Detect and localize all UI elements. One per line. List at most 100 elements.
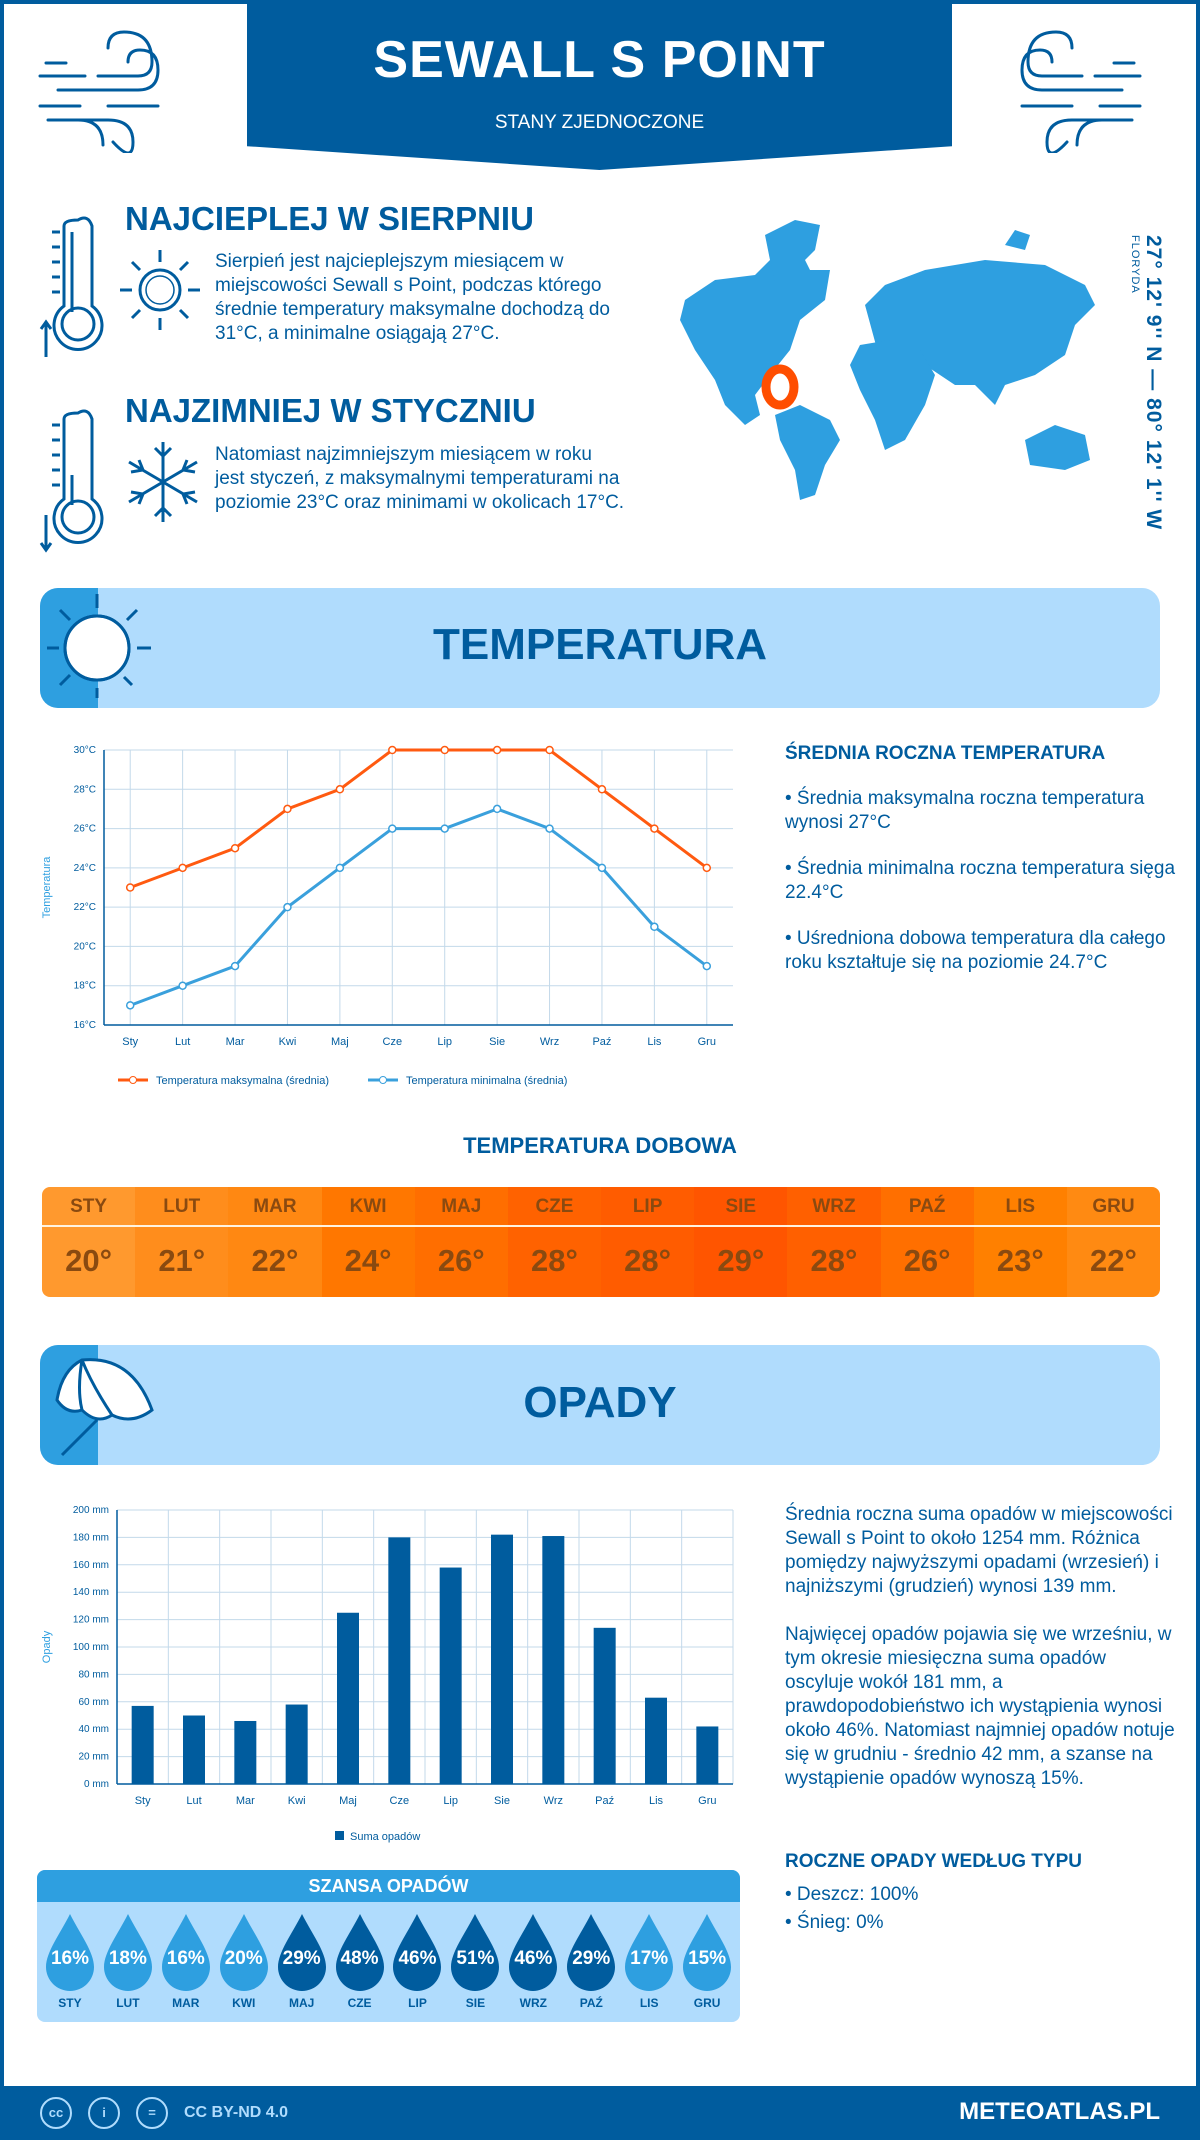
daily-temperature-gru: GRU 22° (1066, 1187, 1160, 1297)
y-tick-label: 20 mm (78, 1752, 109, 1763)
x-tick-label: Kwi (288, 1795, 306, 1807)
chance-value: 16% (166, 1948, 205, 1969)
y-tick-label: 140 mm (73, 1587, 109, 1598)
daily-month: STY (42, 1187, 136, 1227)
temperature-bullet: • Średnia minimalna roczna temperatura s… (785, 858, 1176, 903)
bar-lis (645, 1697, 667, 1784)
raindrop-icon (277, 1914, 326, 1991)
precipitation-chance-paź: 29% PAŹ (562, 1908, 620, 2020)
x-tick-label: Lip (437, 1036, 452, 1048)
y-tick-label: 18°C (74, 981, 96, 992)
chance-value: 18% (108, 1948, 147, 1969)
chance-month: LIP (408, 1996, 427, 2010)
chance-month: MAJ (288, 1996, 315, 2010)
raindrop-icon (161, 1914, 210, 1991)
chance-month: LIS (639, 1996, 659, 2010)
y-tick-label: 0 mm (84, 1779, 109, 1790)
chance-month: WRZ (519, 1996, 547, 2010)
chance-month: LUT (116, 1996, 140, 2010)
daily-month: MAJ (414, 1187, 508, 1227)
data-point (440, 745, 449, 755)
footer (0, 2086, 1200, 2140)
bar-wrz (542, 1536, 565, 1784)
x-tick-label: Maj (331, 1036, 349, 1048)
thermometer-up-icon (39, 216, 104, 357)
data-point (335, 863, 345, 873)
daily-month: CZE (507, 1187, 602, 1227)
x-tick-label: Lis (649, 1795, 664, 1807)
by-icon: i (88, 2097, 120, 2129)
raindrop-icon (567, 1914, 616, 1991)
x-tick-label: Cze (383, 1036, 403, 1048)
precipitation-chance-lip: 46% LIP (389, 1908, 447, 2020)
daily-month: MAR (228, 1187, 322, 1227)
daily-temperature-paź: PAŹ 26° (880, 1187, 974, 1297)
y-tick-label: 100 mm (73, 1642, 109, 1653)
wind-icon (1020, 30, 1142, 153)
daily-temperature-sty: STY 20° (42, 1187, 136, 1297)
data-point (230, 961, 240, 971)
raindrop-icon (219, 1914, 268, 1991)
series-line-min (129, 807, 708, 1007)
daily-month: PAŹ (880, 1187, 974, 1227)
y-tick-label: 200 mm (73, 1505, 109, 1516)
x-tick-label: Lut (186, 1795, 201, 1807)
y-tick-label: 60 mm (78, 1697, 109, 1708)
raindrop-icon (625, 1914, 674, 1991)
x-tick-label: Cze (390, 1795, 410, 1807)
data-point (597, 863, 607, 873)
chance-month: MAR (172, 1996, 200, 2010)
precipitation-banner (40, 1345, 1160, 1465)
data-point (702, 961, 712, 971)
data-point (178, 981, 187, 990)
x-tick-label: Wrz (540, 1036, 559, 1048)
chance-month: SIE (465, 1996, 486, 2010)
legend-swatch (335, 1831, 344, 1840)
y-tick-label: 30°C (74, 745, 96, 756)
data-point (650, 824, 659, 833)
daily-value: 20° (65, 1243, 113, 1278)
page-subtitle: STANY ZJEDNOCZONE (494, 112, 705, 133)
bar-lut (183, 1715, 205, 1784)
wind-icon (38, 30, 160, 153)
daily-value: 24° (344, 1243, 392, 1278)
precipitation-chance-lis: 17% LIS (620, 1908, 678, 2020)
x-tick-label: Mar (236, 1795, 255, 1807)
daily-month: GRU (1066, 1187, 1160, 1227)
coordinates: 27° 12' 9'' N — 80° 12' 1'' W FLORYDA (1129, 235, 1165, 530)
bar-kwi (285, 1704, 308, 1784)
daily-temperature-sie: SIE 29° (694, 1187, 788, 1297)
x-tick-label: Lip (443, 1795, 458, 1807)
chance-month: STY (58, 1996, 82, 2010)
bar-sie (491, 1534, 513, 1784)
y-tick-label: 40 mm (78, 1724, 109, 1735)
data-point (178, 863, 187, 873)
precipitation-chance-sty: 16% STY (41, 1908, 99, 2020)
daily-value: 21° (158, 1243, 206, 1278)
bar-maj (337, 1612, 359, 1784)
data-point (388, 824, 397, 833)
region-text: FLORYDA (1129, 235, 1141, 294)
daily-temperature-mar: MAR 22° (228, 1187, 322, 1297)
raindrop-icon (393, 1914, 442, 1991)
x-tick-label: Gru (698, 1036, 716, 1048)
daily-month: LUT (135, 1187, 229, 1227)
warmest-text: Sierpień jest najcieplejszym miesiącem w… (215, 251, 610, 344)
site-link[interactable]: METEOATLAS.PL (959, 2098, 1160, 2125)
data-point (545, 745, 554, 755)
x-tick-label: Sie (494, 1795, 510, 1807)
legend-label: Temperatura maksymalna (średnia) (156, 1075, 329, 1087)
precipitation-type-snow: • Śnieg: 0% (785, 1912, 884, 1933)
bar-sty (131, 1705, 154, 1784)
data-point (230, 843, 240, 853)
snowflake-icon (128, 442, 198, 522)
daily-month: LIP (601, 1187, 695, 1227)
y-tick-label: 28°C (74, 784, 96, 795)
chance-value: 20% (224, 1948, 263, 1969)
chance-value: 51% (456, 1948, 495, 1969)
header-banner (247, 0, 952, 170)
chance-month: PAŹ (579, 1996, 603, 2010)
thermometer-down-icon (39, 409, 104, 553)
y-tick-label: 24°C (74, 863, 96, 874)
data-point (545, 824, 554, 833)
